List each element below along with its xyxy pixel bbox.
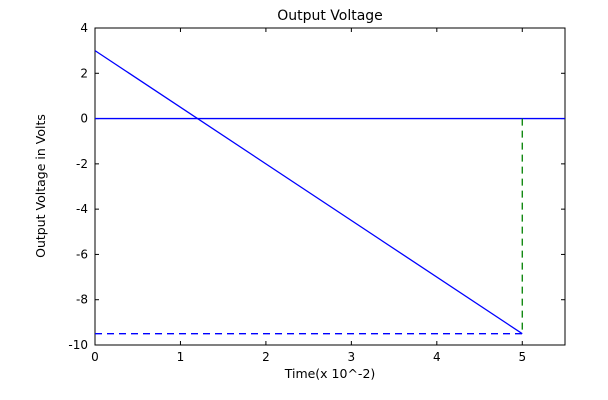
y-tick-label: 0 — [80, 112, 88, 126]
x-tick-label: 1 — [177, 350, 185, 364]
x-tick-label: 5 — [518, 350, 526, 364]
y-tick-label: -6 — [76, 247, 88, 261]
y-tick-label: 4 — [80, 21, 88, 35]
x-tick-label: 3 — [348, 350, 356, 364]
x-axis-label: Time(x 10^-2) — [284, 366, 376, 381]
y-tick-label: -4 — [76, 202, 88, 216]
y-tick-label: -8 — [76, 293, 88, 307]
x-tick-label: 4 — [433, 350, 441, 364]
y-tick-label: -10 — [68, 338, 88, 352]
x-tick-label: 0 — [91, 350, 99, 364]
axes-frame — [94, 27, 566, 346]
y-tick-label: -2 — [76, 157, 88, 171]
x-tick-label: 2 — [262, 350, 270, 364]
y-tick-label: 2 — [80, 66, 88, 80]
y-axis-label: Output Voltage in Volts — [33, 114, 48, 258]
chart-title: Output Voltage — [277, 8, 383, 24]
series-output-voltage-ramp — [94, 50, 523, 335]
plot-area: 0 1 2 3 4 5 4 2 0 -2 -4 -6 -8 -10 — [68, 21, 566, 364]
